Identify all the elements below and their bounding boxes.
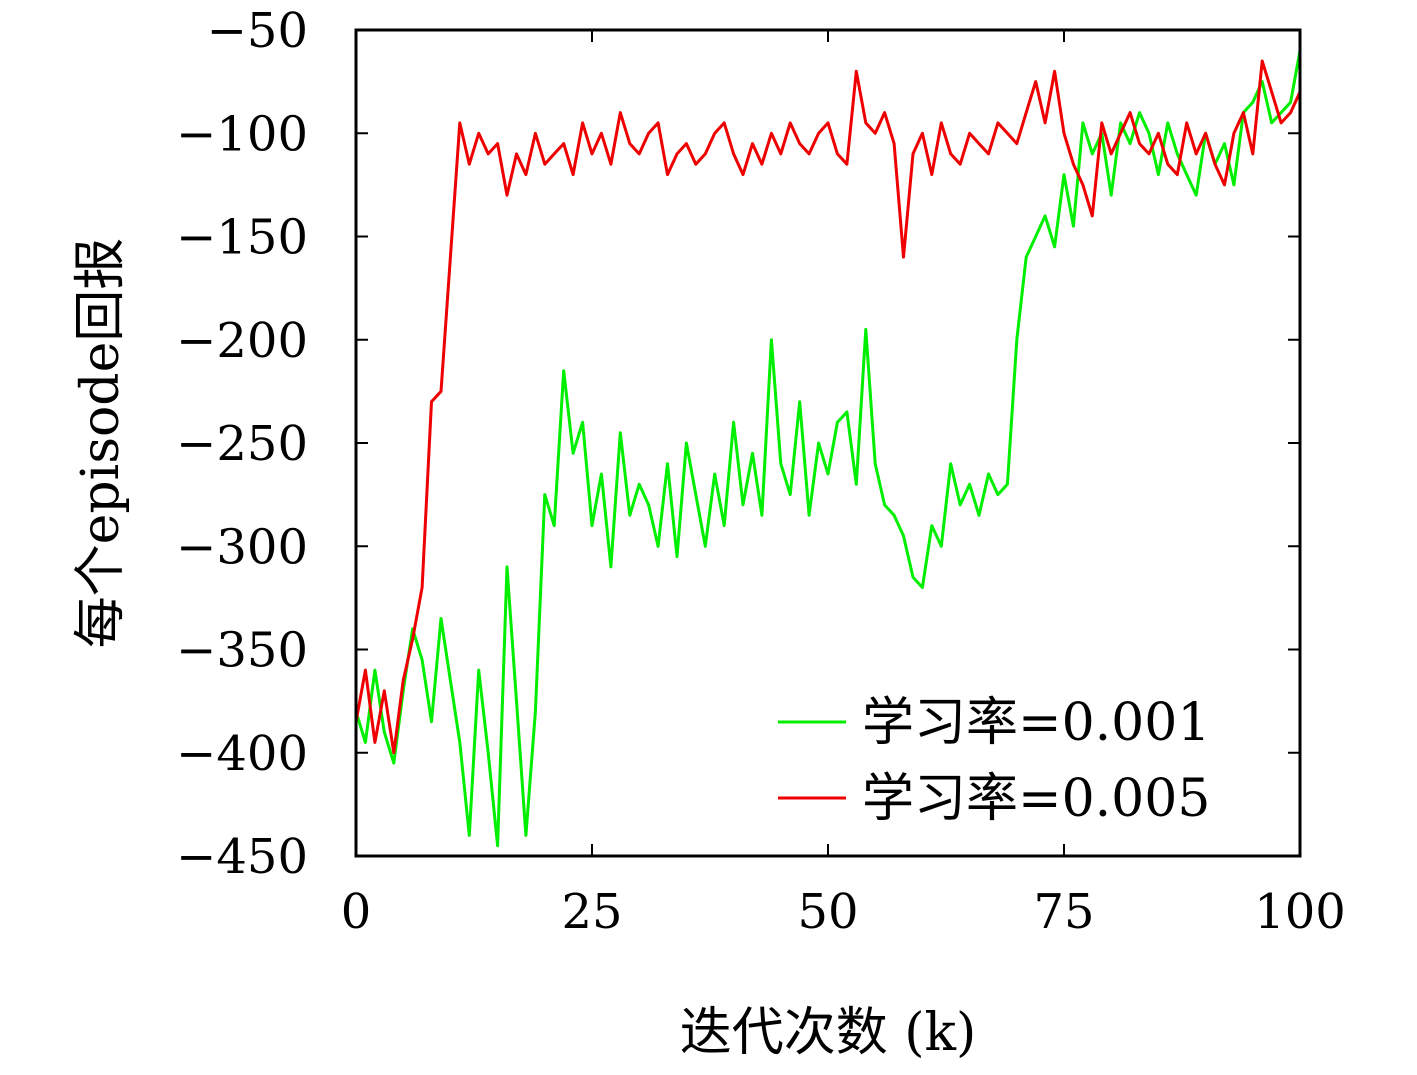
legend: 学习率=0.001 学习率=0.005 (778, 693, 1210, 829)
y-tick-label: −50 (207, 3, 308, 59)
x-tick-label: 100 (1254, 884, 1346, 940)
series-line-0 (354, 50, 1302, 848)
y-tick-label: −350 (176, 623, 308, 679)
x-tick-label: 0 (341, 884, 372, 940)
series-layer (354, 50, 1302, 848)
x-tick-label: 75 (1033, 884, 1094, 940)
series-line-1 (354, 59, 1302, 755)
y-tick-label: −200 (176, 313, 308, 369)
y-tick-label: −150 (176, 210, 308, 266)
legend-label-0: 学习率=0.001 (862, 693, 1210, 753)
y-tick-label: −450 (176, 829, 308, 885)
x-tick-label: 25 (561, 884, 622, 940)
y-axis-label: 每个episode回报 (71, 238, 131, 649)
y-tick-label: −250 (176, 416, 308, 472)
y-tick-label: −300 (176, 519, 308, 575)
x-tick-label: 50 (797, 884, 858, 940)
x-axis-label: 迭代次数 (k) (680, 1003, 977, 1063)
ticks-layer: 0 25 50 75 100 −50 −100 −150 −200 −250 −300 −350 −40… (176, 3, 1346, 940)
y-tick-label: −100 (176, 106, 308, 162)
y-tick-label: −400 (176, 726, 308, 782)
legend-label-1: 学习率=0.005 (862, 769, 1210, 829)
